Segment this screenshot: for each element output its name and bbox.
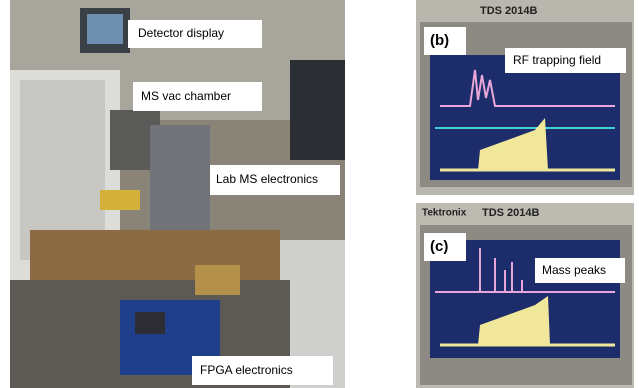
caption: RF trapping field [513,53,601,67]
caption: Mass peaks [542,263,606,277]
label: Lab MS electronics [216,172,318,186]
figure: Detector display MS vac chamber Lab MS e… [0,0,639,388]
label: FPGA electronics [200,363,293,377]
scope-model: TDS 2014B [482,207,540,219]
label: MS vac chamber [141,89,231,103]
panel-label: (b) [430,32,449,49]
panel-label: (c) [430,238,448,255]
scope-model: TDS 2014B [480,5,538,17]
label: Detector display [138,26,224,40]
scope-photo [416,203,634,388]
scope-brand: Tektronix [422,208,467,219]
